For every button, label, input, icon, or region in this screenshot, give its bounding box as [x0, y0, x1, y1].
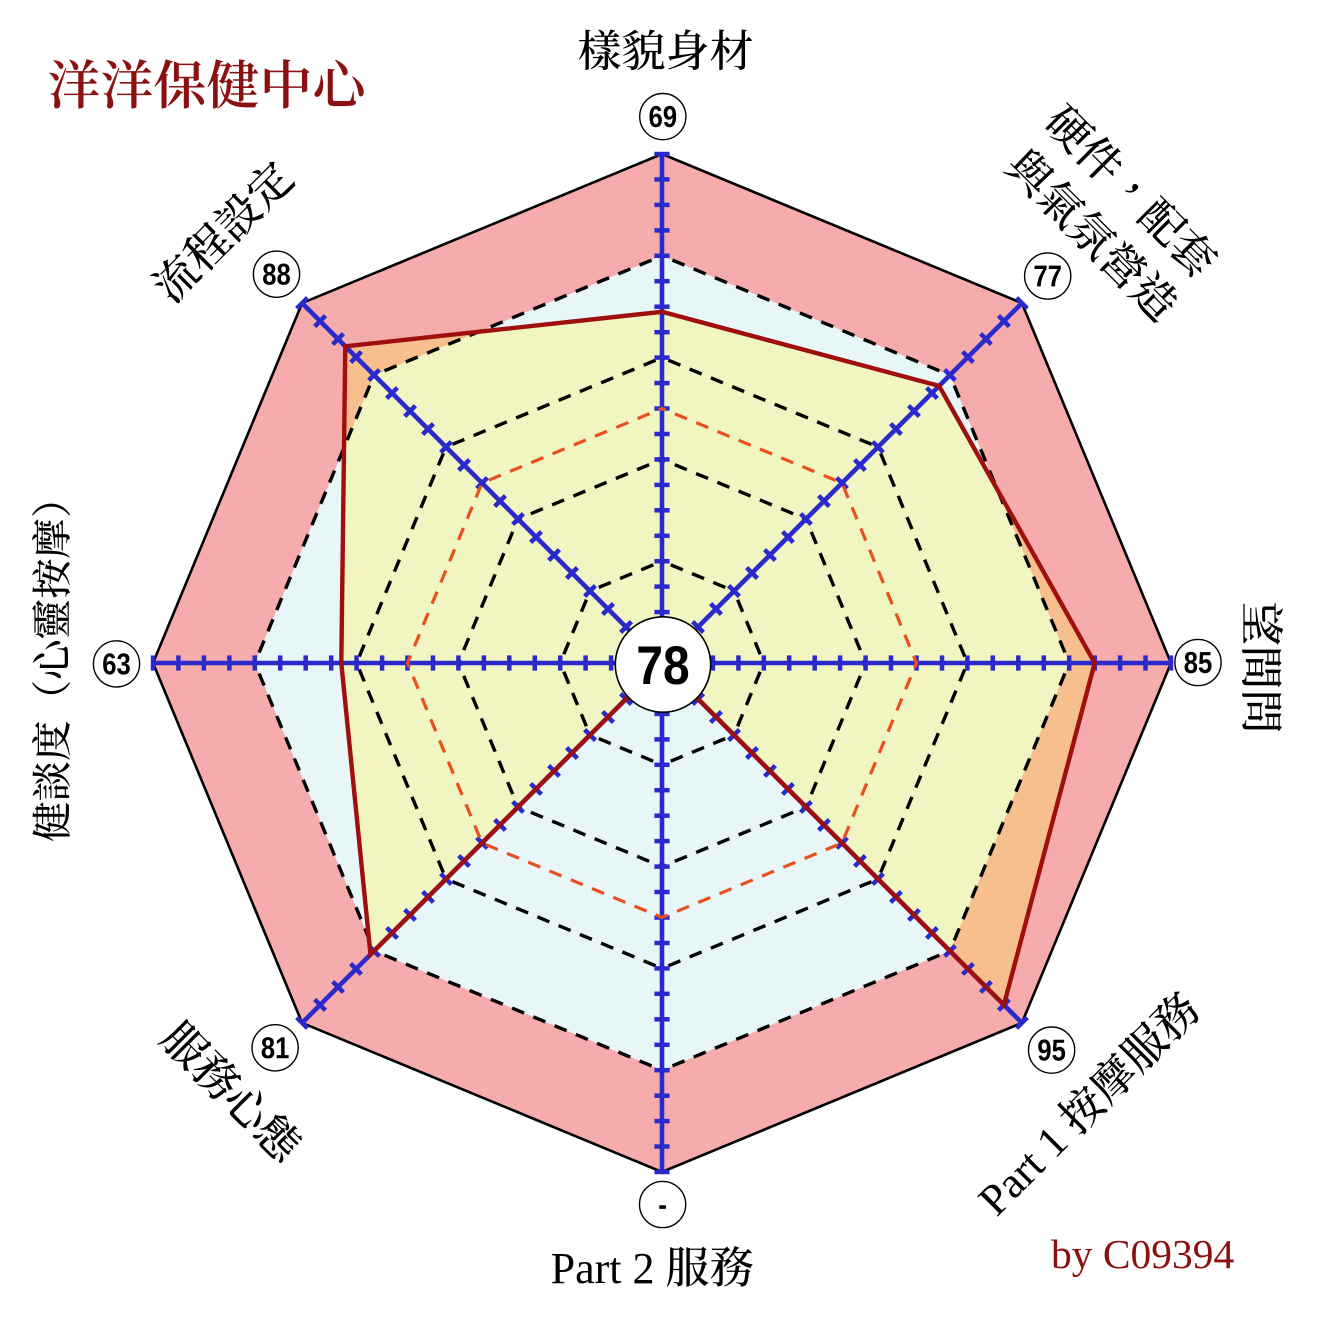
- svg-text:by C09394: by C09394: [1051, 1231, 1235, 1277]
- svg-text:Part 2: Part 2: [551, 1244, 655, 1293]
